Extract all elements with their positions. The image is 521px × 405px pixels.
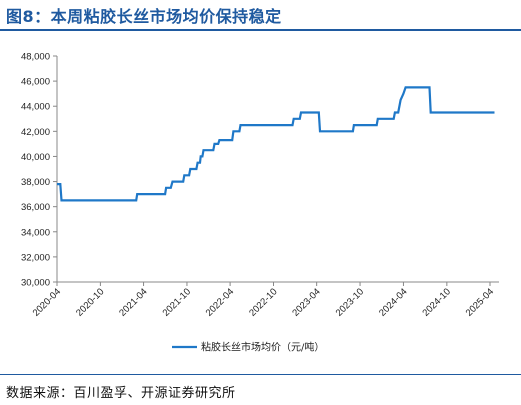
- y-tick-label: 34,000: [21, 227, 50, 238]
- x-tick-label: 2022-10: [247, 286, 279, 318]
- legend-label: 粘胶长丝市场均价（元/吨）: [201, 341, 324, 354]
- y-tick-label: 46,000: [21, 77, 50, 88]
- x-tick-label: 2024-10: [421, 286, 453, 318]
- y-tick-label: 38,000: [21, 177, 50, 188]
- x-tick-label: 2024-04: [377, 286, 409, 318]
- series-line-price: [57, 86, 495, 202]
- x-tick-label: 2022-04: [204, 286, 236, 318]
- y-tick-label: 44,000: [21, 102, 50, 113]
- x-tick-label: 2020-10: [74, 286, 106, 318]
- y-tick-label: 42,000: [21, 127, 50, 138]
- x-tick-label: 2025-04: [464, 286, 496, 318]
- x-tick-label: 2023-10: [334, 286, 366, 318]
- y-tick-label: 36,000: [21, 202, 50, 213]
- y-tick-label: 40,000: [21, 152, 50, 163]
- x-tick-label: 2023-04: [290, 286, 322, 318]
- x-tick-label: 2020-04: [31, 286, 63, 318]
- data-source-note: 数据来源：百川盈孚、开源证券研究所: [6, 386, 236, 401]
- y-tick-label: 32,000: [21, 252, 50, 263]
- x-tick-label: 2021-04: [117, 286, 149, 318]
- x-tick-label: 2021-10: [161, 286, 193, 318]
- x-axis: 2020-04 2020-10 2021-04 2021-10 2022-04 2022-…: [31, 281, 499, 319]
- price-line-chart: 30,000 32,000 34,000 36,000 38,000 40,000 42,0…: [21, 52, 499, 354]
- y-tick-label: 48,000: [21, 52, 50, 63]
- y-tick-label: 30,000: [21, 278, 50, 289]
- figure-title: 图8：本周粘胶长丝市场均价保持稳定: [6, 7, 282, 26]
- y-axis: 30,000 32,000 34,000 36,000 38,000 40,000 42,0…: [21, 52, 58, 289]
- footer-rule: [0, 374, 521, 375]
- plot-area: [57, 86, 495, 202]
- title-rule: [0, 29, 521, 31]
- legend: 粘胶长丝市场均价（元/吨）: [172, 341, 324, 354]
